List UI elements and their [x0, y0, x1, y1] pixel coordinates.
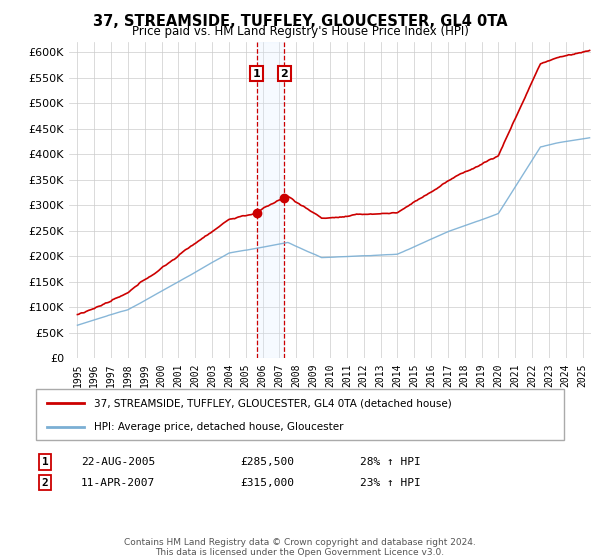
- Text: 23% ↑ HPI: 23% ↑ HPI: [360, 478, 421, 488]
- FancyBboxPatch shape: [36, 389, 564, 440]
- Text: 1: 1: [253, 69, 260, 78]
- Text: 2: 2: [280, 69, 288, 78]
- Text: 22-AUG-2005: 22-AUG-2005: [81, 457, 155, 467]
- Text: Price paid vs. HM Land Registry's House Price Index (HPI): Price paid vs. HM Land Registry's House …: [131, 25, 469, 38]
- Text: 37, STREAMSIDE, TUFFLEY, GLOUCESTER, GL4 0TA (detached house): 37, STREAMSIDE, TUFFLEY, GLOUCESTER, GL4…: [94, 398, 452, 408]
- Text: 28% ↑ HPI: 28% ↑ HPI: [360, 457, 421, 467]
- Text: 37, STREAMSIDE, TUFFLEY, GLOUCESTER, GL4 0TA: 37, STREAMSIDE, TUFFLEY, GLOUCESTER, GL4…: [92, 14, 508, 29]
- Text: £315,000: £315,000: [240, 478, 294, 488]
- Text: 11-APR-2007: 11-APR-2007: [81, 478, 155, 488]
- Text: Contains HM Land Registry data © Crown copyright and database right 2024.
This d: Contains HM Land Registry data © Crown c…: [124, 538, 476, 557]
- Text: 1: 1: [41, 457, 49, 467]
- Text: £285,500: £285,500: [240, 457, 294, 467]
- Bar: [257, 42, 284, 358]
- Text: HPI: Average price, detached house, Gloucester: HPI: Average price, detached house, Glou…: [94, 422, 344, 432]
- Text: 2: 2: [41, 478, 49, 488]
